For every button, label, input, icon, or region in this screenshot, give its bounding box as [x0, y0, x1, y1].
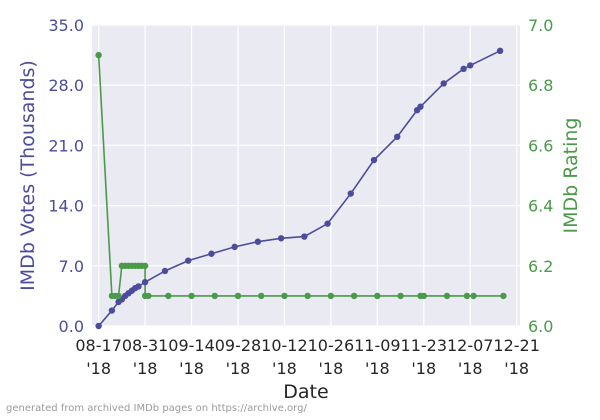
- rating-data-point: [188, 292, 195, 300]
- votes-data-point: [460, 65, 467, 73]
- votes-data-point: [108, 307, 116, 314]
- x-tick-label: 12-07: [447, 336, 494, 355]
- votes-data-point: [347, 190, 354, 197]
- votes-data-point: [301, 233, 308, 240]
- right-axis-label: IMDb Rating: [560, 118, 582, 234]
- rating-data-point: [304, 292, 311, 300]
- x-tick-label: '18: [365, 359, 390, 378]
- x-tick-label: 08-17: [75, 336, 122, 355]
- votes-data-point: [440, 80, 447, 87]
- left-axis-label: IMDb Votes (Thousands): [17, 60, 39, 291]
- x-tick-label: '18: [226, 359, 251, 378]
- left-tick-label: 35.0: [48, 16, 84, 35]
- votes-data-point: [324, 220, 331, 227]
- right-tick-label: 7.0: [528, 16, 553, 35]
- rating-data-point: [463, 292, 471, 300]
- x-tick-label: 09-28: [215, 336, 262, 355]
- x-axis-label: Date: [283, 381, 328, 403]
- source-footnote: generated from archived IMDb pages on ht…: [6, 403, 307, 414]
- x-tick-label: 08-31: [122, 336, 169, 355]
- rating-data-point: [374, 292, 381, 300]
- rating-data-point: [470, 292, 477, 300]
- rating-data-point: [115, 292, 122, 300]
- x-tick-label: '18: [86, 359, 111, 378]
- votes-data-point: [254, 238, 262, 245]
- x-tick-label: '18: [179, 359, 204, 378]
- rating-data-point: [234, 292, 242, 300]
- grid-lines: [92, 24, 520, 327]
- left-tick-label: 21.0: [48, 136, 84, 155]
- right-tick-label: 6.2: [528, 257, 553, 276]
- right-tick-label: 6.6: [528, 136, 553, 155]
- votes-data-point: [394, 133, 401, 140]
- x-tick-label: '18: [319, 359, 344, 378]
- votes-data-point: [370, 156, 378, 164]
- series-markers: [95, 47, 507, 330]
- rating-data-point: [420, 292, 427, 300]
- x-tick-label: '18: [458, 359, 483, 378]
- rating-data-point: [211, 292, 218, 300]
- right-tick-label: 6.0: [528, 317, 553, 336]
- rating-data-point: [327, 292, 335, 300]
- rating-data-point: [443, 292, 451, 300]
- votes-data-point: [135, 283, 142, 290]
- votes-data-point: [161, 267, 169, 275]
- rating-data-point: [141, 262, 149, 269]
- rating-data-point: [145, 292, 152, 300]
- rating-data-point: [500, 292, 507, 300]
- votes-data-point: [467, 62, 474, 69]
- rating-data-point: [350, 292, 358, 300]
- x-tick-label: '18: [504, 359, 529, 378]
- x-tick-label: 10-26: [308, 336, 355, 355]
- x-tick-label: '18: [411, 359, 436, 378]
- right-tick-label: 6.8: [528, 76, 553, 95]
- rating-data-point: [95, 51, 102, 59]
- x-tick-label: 11-23: [401, 336, 448, 355]
- tick-labels: 08-17 '18 08-31 '18 09-14 '18 09-28 '18 10-12 '18…: [48, 16, 553, 378]
- left-tick-label: 14.0: [48, 197, 84, 216]
- rating-data-point: [281, 292, 288, 300]
- votes-data-point: [95, 322, 102, 330]
- votes-data-point: [496, 47, 504, 54]
- votes-data-point: [208, 250, 215, 257]
- x-tick-label: 09-14: [168, 336, 215, 355]
- left-tick-label: 0.0: [59, 317, 84, 336]
- x-tick-label: 10-12: [261, 336, 308, 355]
- x-tick-label: 12-21: [493, 336, 540, 355]
- left-tick-label: 28.0: [48, 76, 84, 95]
- rating-data-point: [165, 292, 172, 300]
- votes-data-point: [231, 243, 238, 251]
- rating-data-point: [397, 292, 404, 300]
- right-tick-label: 6.4: [528, 197, 553, 216]
- rating-data-point: [258, 292, 265, 300]
- x-tick-label: '18: [133, 359, 158, 378]
- votes-data-point: [277, 235, 285, 242]
- plot-area: [92, 25, 520, 326]
- votes-data-point: [185, 257, 192, 264]
- votes-data-point: [417, 103, 424, 110]
- x-tick-label: 11-09: [354, 336, 401, 355]
- left-tick-label: 7.0: [59, 257, 84, 276]
- votes-data-point: [141, 278, 149, 286]
- x-tick-label: '18: [272, 359, 297, 378]
